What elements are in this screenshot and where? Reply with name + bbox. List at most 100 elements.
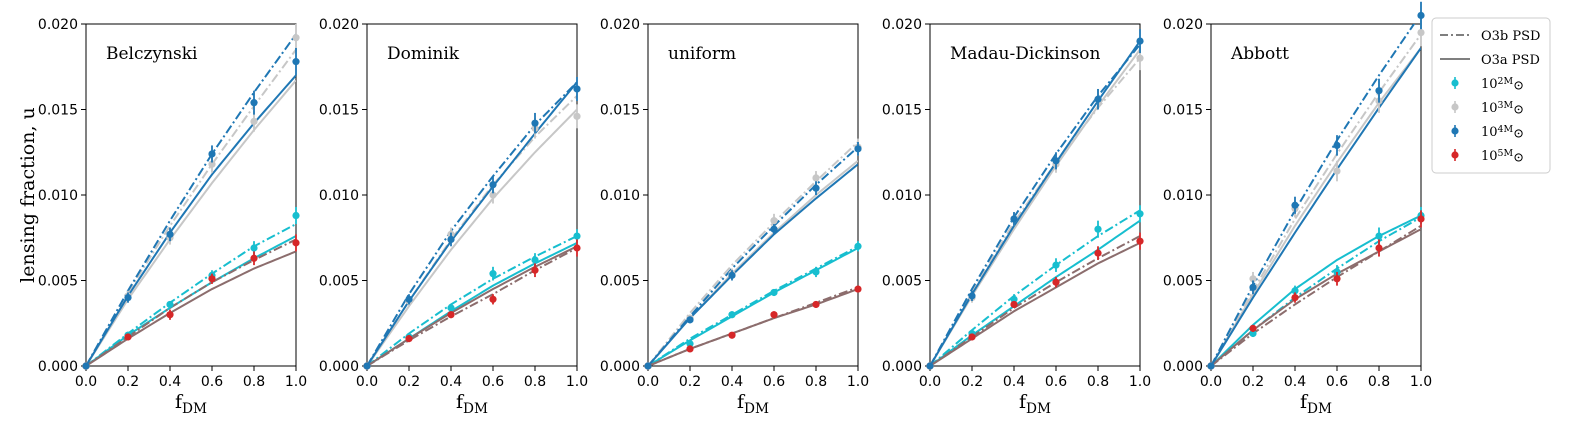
legend-marker-swatch xyxy=(1451,151,1459,159)
legend-entry: 102M⊙ xyxy=(1451,76,1524,94)
o3a-line xyxy=(648,288,858,366)
x-tick-label: 0.8 xyxy=(805,374,827,390)
legend-entry: 103M⊙ xyxy=(1451,100,1524,118)
panel-title: Madau-Dickinson xyxy=(950,44,1100,64)
series-10-2m- xyxy=(648,245,858,366)
legend-label: 104M⊙ xyxy=(1481,124,1524,142)
data-point xyxy=(1136,37,1144,45)
o3b-line xyxy=(930,209,1140,366)
x-tick-label: 0.4 xyxy=(1003,374,1025,390)
data-point xyxy=(405,295,413,303)
x-tick-label: 0.6 xyxy=(201,374,223,390)
o3b-line xyxy=(648,141,858,366)
points-10-3m- xyxy=(926,46,1144,370)
y-tick-label: 0.005 xyxy=(319,274,359,290)
data-point xyxy=(1052,157,1060,165)
series-10-2m- xyxy=(930,209,1140,366)
data-point xyxy=(1094,95,1102,103)
o3a-line xyxy=(648,247,858,366)
data-point xyxy=(770,217,778,225)
x-tick-label: 0.8 xyxy=(524,374,546,390)
o3b-line xyxy=(648,286,858,366)
data-point xyxy=(489,270,497,278)
series-10-3m- xyxy=(367,95,577,366)
data-point xyxy=(1094,249,1102,257)
x-tick-label: 0.6 xyxy=(763,374,785,390)
y-tick-label: 0.015 xyxy=(1163,103,1203,119)
data-point xyxy=(124,333,132,341)
y-tick-label: 0.015 xyxy=(882,103,922,119)
data-point xyxy=(1375,232,1383,240)
y-tick-label: 0.000 xyxy=(38,359,78,375)
y-tick-label: 0.010 xyxy=(38,188,78,204)
data-point xyxy=(250,254,258,262)
o3b-line xyxy=(648,146,858,366)
data-point xyxy=(250,99,258,107)
y-axis-label: lensing fraction, u xyxy=(17,107,39,283)
points-10-4m- xyxy=(1207,1,1425,370)
x-axis-label: fDM xyxy=(1300,391,1332,417)
data-point xyxy=(770,288,778,297)
series-10-5m- xyxy=(648,286,858,366)
series-10-3m- xyxy=(930,49,1140,366)
points-10-4m- xyxy=(82,47,300,370)
data-point xyxy=(489,295,497,303)
o3b-line xyxy=(86,49,296,366)
data-point xyxy=(854,242,862,250)
panel-belczynski: 0.000 0.005 0.010 0.015 0.020 0.0 0.2 0.4 0.6 0.8… xyxy=(38,17,307,417)
data-point xyxy=(166,311,174,319)
legend-marker-swatch xyxy=(1451,127,1459,135)
panel-title: uniform xyxy=(668,44,736,64)
data-point xyxy=(1136,54,1144,62)
data-point xyxy=(1291,287,1299,295)
o3a-line xyxy=(86,79,296,366)
x-tick-label: 1.0 xyxy=(566,374,588,390)
y-tick-label: 0.005 xyxy=(600,274,640,290)
o3a-line xyxy=(1211,47,1421,366)
y-tick-label: 0.010 xyxy=(600,188,640,204)
data-point xyxy=(728,271,736,279)
series-10-4m- xyxy=(648,146,858,366)
o3a-line xyxy=(930,40,1140,366)
data-point xyxy=(447,304,455,312)
axes-frame xyxy=(647,23,859,367)
data-point xyxy=(1291,294,1299,302)
data-point xyxy=(573,112,581,120)
data-point xyxy=(1052,278,1060,286)
y-tick-label: 0.000 xyxy=(1163,359,1203,375)
data-point xyxy=(208,160,216,168)
series-10-4m- xyxy=(1211,24,1421,366)
data-point xyxy=(166,300,174,309)
panel-title: Dominik xyxy=(387,44,460,64)
legend: O3b PSD O3a PSD 102M⊙ 103M⊙ 104M⊙ 105M⊙ xyxy=(1431,17,1551,174)
series-10-4m- xyxy=(86,33,296,366)
data-point xyxy=(1207,362,1215,370)
x-tick-label: 0.2 xyxy=(679,374,701,390)
o3a-line xyxy=(1211,214,1421,366)
series-10-2m- xyxy=(1211,214,1421,366)
y-tick-label: 0.020 xyxy=(600,17,640,33)
data-point xyxy=(208,275,216,283)
data-point xyxy=(1333,141,1341,150)
o3b-line xyxy=(930,43,1140,366)
data-point xyxy=(447,235,455,244)
panels: 0.000 0.005 0.010 0.015 0.020 0.0 0.2 0.4 0.6 0.8… xyxy=(38,1,1432,417)
o3b-line xyxy=(367,247,577,366)
x-tick-label: 1.0 xyxy=(1129,374,1151,390)
data-point xyxy=(812,174,820,182)
series-10-4m- xyxy=(367,81,577,366)
x-tick-label: 0.2 xyxy=(961,374,983,390)
data-point xyxy=(405,335,413,343)
panel-abbott: 0.000 0.005 0.010 0.015 0.020 0.0 0.2 0.4 0.6 0.8… xyxy=(1163,1,1432,417)
data-point xyxy=(1249,329,1257,338)
x-tick-label: 0.4 xyxy=(159,374,181,390)
series-10-4m- xyxy=(930,40,1140,366)
x-tick-label: 0.4 xyxy=(721,374,743,390)
o3a-line xyxy=(367,245,577,366)
y-tick-label: 0.015 xyxy=(38,103,78,119)
series-10-5m- xyxy=(1211,224,1421,366)
data-point xyxy=(447,311,455,319)
legend-frame xyxy=(1431,17,1551,174)
x-tick-label: 0.0 xyxy=(75,374,97,390)
